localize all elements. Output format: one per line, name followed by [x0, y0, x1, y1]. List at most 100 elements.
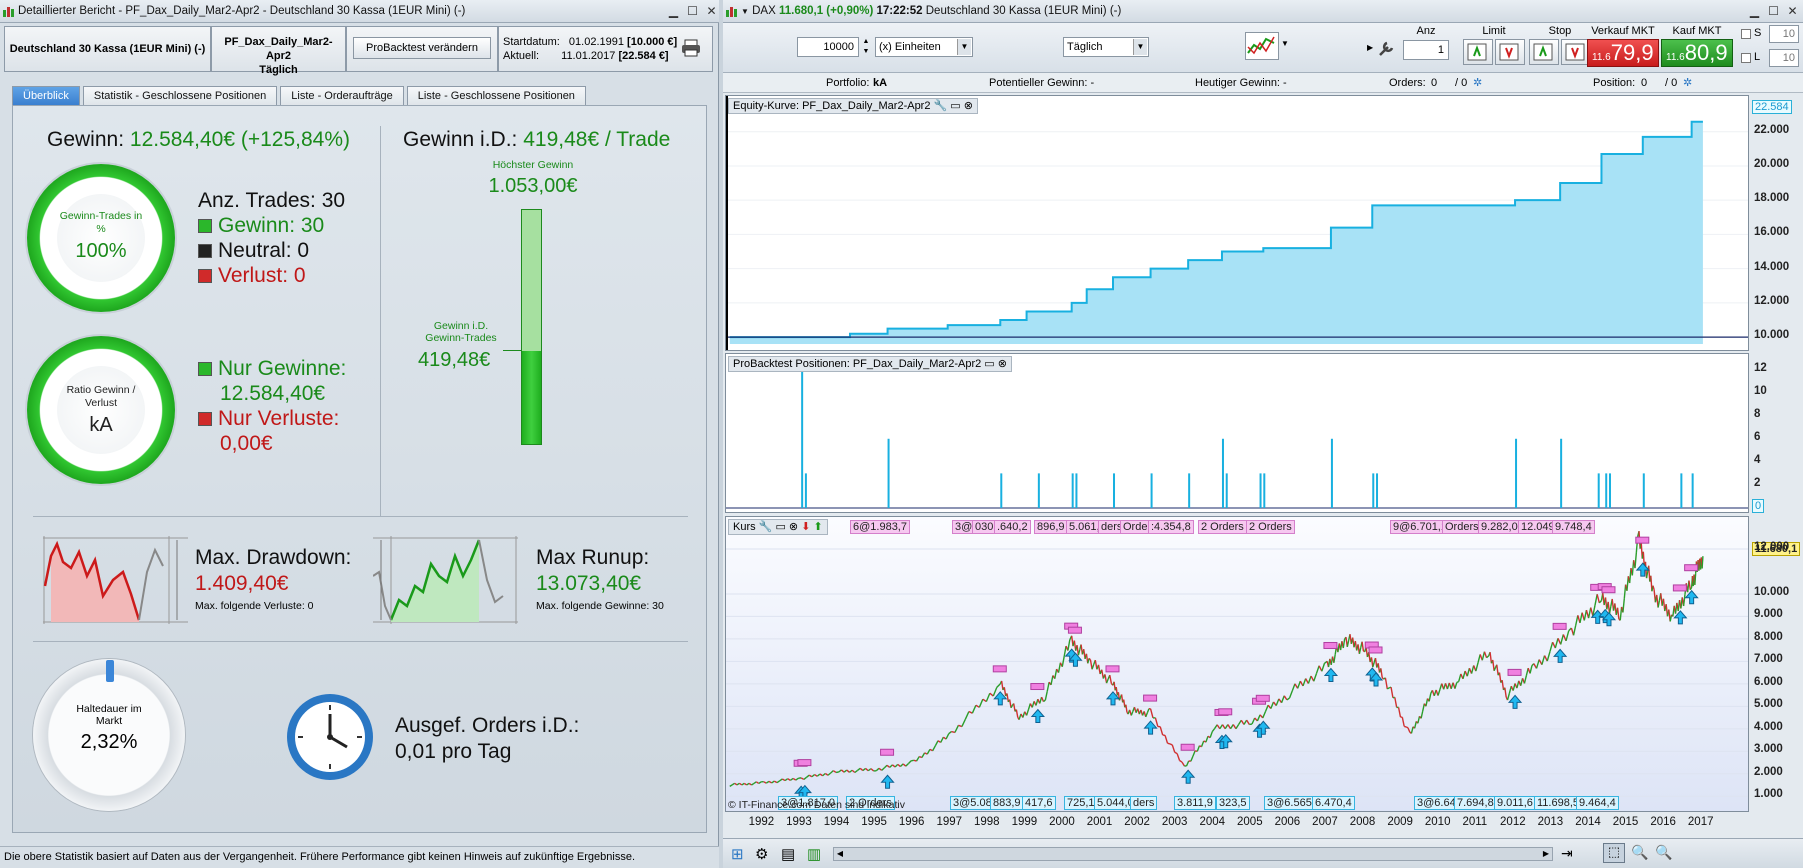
price-segment — [1089, 659, 1093, 670]
wrench-icon[interactable]: 🔧 — [758, 521, 773, 533]
minimize-icon[interactable]: ▁ — [668, 4, 679, 18]
price-segment — [758, 781, 762, 785]
horizontal-scrollbar[interactable]: ◀ ▶ — [833, 847, 1553, 861]
tab-closed-positions[interactable]: Liste - Geschlossene Positionen — [406, 86, 586, 105]
exit-marker — [1672, 584, 1687, 592]
price-segment — [1669, 614, 1673, 622]
chevron-down-icon[interactable]: ▼ — [957, 39, 971, 55]
position-bar — [1330, 438, 1333, 508]
zoom-area-icon[interactable]: ⬚ — [1603, 843, 1625, 863]
price-segment — [1185, 760, 1190, 767]
stop-sell-button[interactable] — [1561, 39, 1591, 65]
close-icon[interactable]: ⊗ — [963, 100, 973, 112]
current-value: [22.584 €] — [618, 50, 669, 62]
gear-icon[interactable]: ✲ — [1473, 77, 1483, 89]
gear-icon[interactable]: ✲ — [1683, 77, 1693, 89]
price-segment — [1256, 714, 1261, 722]
close-icon[interactable]: ⊗ — [997, 358, 1007, 370]
position-bar — [1691, 473, 1694, 508]
buy-arrow-marker — [1601, 611, 1617, 627]
wrench-icon[interactable] — [1376, 39, 1396, 59]
exit-marker — [992, 665, 1007, 673]
zoom-out-icon[interactable]: 🔍 — [1631, 844, 1649, 860]
x-tick: 2002 — [1124, 816, 1150, 828]
maximize-icon[interactable]: ☐ — [1768, 4, 1779, 18]
chevron-down-icon[interactable]: ▼ — [1281, 39, 1289, 48]
collapse-arrow-icon[interactable]: ▶ — [1367, 43, 1374, 52]
window-icon[interactable]: ▭ — [950, 100, 961, 112]
unit-select[interactable]: (x) Einheiten ▼ — [875, 37, 973, 57]
quantity-input[interactable]: 10000 — [797, 37, 859, 57]
window-icon[interactable]: ▭ — [984, 358, 995, 370]
tab-orders[interactable]: Liste - Orderaufträge — [280, 86, 404, 105]
long-checkbox[interactable] — [1741, 53, 1751, 63]
price-segment — [1394, 697, 1398, 708]
short-checkbox[interactable] — [1741, 29, 1751, 39]
position-bar — [1000, 473, 1003, 508]
trade-annotation: .640,2 — [994, 520, 1031, 534]
price-segment — [1164, 735, 1169, 744]
trade-annotation: ders — [1130, 796, 1158, 810]
tab-overview[interactable]: Überblick — [12, 86, 80, 105]
price-segment — [1397, 707, 1402, 718]
window-icon[interactable]: ▭ — [775, 521, 786, 533]
anz-input[interactable]: 1 — [1403, 40, 1449, 60]
close-icon[interactable]: ⊗ — [788, 521, 799, 533]
price-segment — [771, 780, 775, 784]
scroll-right-icon[interactable]: ▶ — [1542, 849, 1550, 858]
price-segment — [1470, 665, 1475, 674]
price-segment — [1174, 751, 1178, 755]
quantity-stepper[interactable]: ▲ ▼ — [862, 38, 870, 55]
short-input[interactable]: 10 — [1769, 25, 1799, 43]
price-segment — [1091, 664, 1095, 670]
report-window: Detaillierter Bericht - PF_Dax_Daily_Mar… — [0, 0, 719, 868]
price-segment — [1022, 711, 1026, 718]
chart-window: ▼ DAX 11.680,1 (+0,90%) 17:22:52 Deutsch… — [723, 0, 1803, 868]
trade-annotation: 9.748,4 — [1552, 520, 1595, 534]
dropdown-icon[interactable]: ▼ — [741, 7, 749, 16]
price-segment — [1270, 701, 1275, 709]
maximize-icon[interactable]: ☐ — [687, 4, 698, 18]
scroll-end-icon[interactable]: ⇥ — [1561, 845, 1573, 861]
period-select[interactable]: Täglich ▼ — [1063, 37, 1149, 57]
exit-marker — [1105, 665, 1120, 673]
limit-sell-button[interactable] — [1495, 39, 1525, 65]
sell-market-button[interactable]: 11.679,9 — [1587, 39, 1659, 67]
long-input[interactable]: 10 — [1769, 49, 1799, 67]
minimize-icon[interactable]: ▁ — [1749, 4, 1760, 18]
green-square-icon — [198, 219, 212, 233]
probacktest-icon[interactable] — [1245, 32, 1279, 60]
exit-marker — [1030, 683, 1045, 691]
probacktest-change-button[interactable]: ProBacktest verändern — [353, 37, 491, 59]
trade-annotation: 883,9 — [990, 796, 1024, 810]
chevron-down-icon[interactable]: ▼ — [1133, 39, 1147, 55]
positions-y-tick: 4 — [1754, 453, 1761, 466]
chart-type-icon[interactable]: ▥ — [807, 846, 822, 863]
drawdown-value: 1.409,40€ — [195, 572, 289, 595]
price-segment — [1025, 709, 1030, 716]
wrench-icon[interactable]: 🔧 — [933, 100, 948, 112]
price-segment — [782, 778, 786, 782]
gain-bar-fill — [522, 350, 541, 444]
print-icon[interactable] — [681, 39, 701, 57]
positions-chart — [726, 369, 1748, 509]
settings-icon[interactable]: ⚙ — [755, 846, 769, 863]
x-tick: 2011 — [1462, 816, 1488, 828]
sell-arrow-icon[interactable]: ⬇ — [801, 521, 811, 533]
buy-market-button[interactable]: 11.680,9 — [1661, 39, 1733, 67]
stop-buy-button[interactable] — [1529, 39, 1559, 65]
close-icon[interactable]: ✕ — [706, 4, 717, 18]
price-segment — [1077, 649, 1081, 656]
buy-arrow-marker — [1030, 708, 1045, 724]
limit-buy-button[interactable] — [1463, 39, 1493, 65]
zoom-in-icon[interactable]: 🔍 — [1655, 844, 1673, 860]
close-icon[interactable]: ✕ — [1787, 4, 1798, 18]
neutral-trades: Neutral: 0 — [218, 239, 310, 262]
notes-icon[interactable]: ▤ — [781, 846, 796, 863]
tab-statistics[interactable]: Statistik - Geschlossene Positionen — [82, 86, 278, 105]
start-value: [10.000 €] — [627, 36, 678, 48]
add-chart-icon[interactable]: ⊞ — [731, 846, 744, 863]
scroll-left-icon[interactable]: ◀ — [836, 849, 844, 858]
buy-arrow-icon[interactable]: ⬆ — [813, 521, 823, 533]
price-segment — [1088, 657, 1091, 661]
